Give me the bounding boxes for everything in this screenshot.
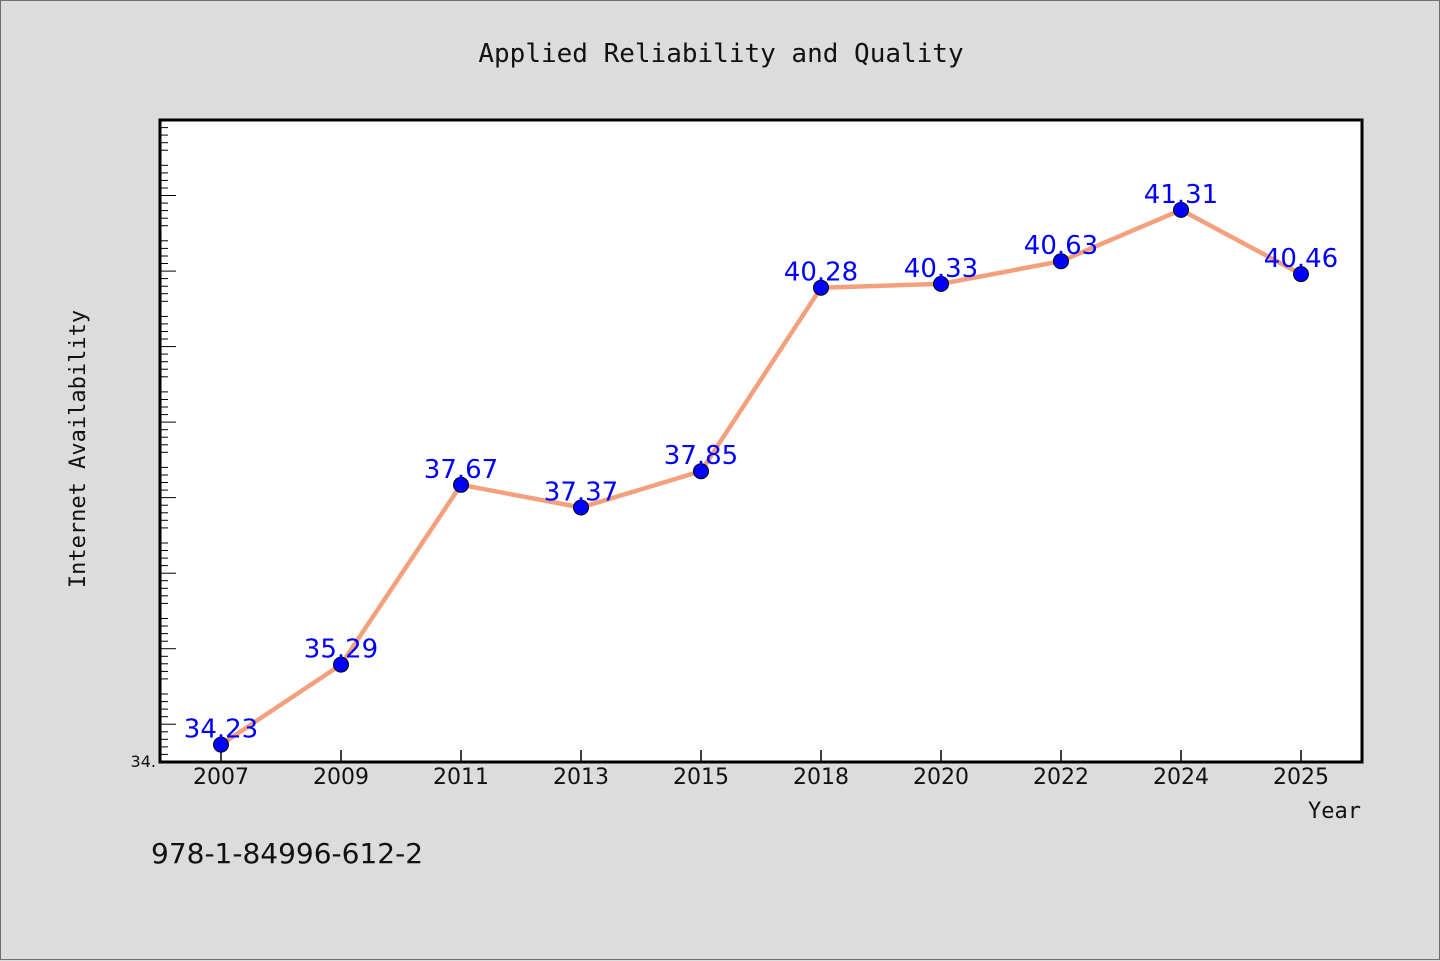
series-line [219, 207, 1303, 747]
x-tick-label: 2007 [193, 765, 249, 790]
data-label: 35.29 [304, 635, 378, 665]
x-axis-ticks [220, 750, 1302, 762]
series-markers [213, 201, 1309, 753]
x-tick-label: 2009 [313, 765, 369, 790]
data-point [813, 279, 829, 296]
y-axis-title: Internet Availability [66, 310, 91, 588]
data-point [933, 275, 949, 292]
data-point [1053, 253, 1069, 270]
x-tick-label: 2025 [1273, 765, 1329, 790]
data-label: 40.28 [784, 258, 858, 288]
x-tick-label: 2015 [673, 765, 729, 790]
data-point [693, 463, 709, 480]
y-axis-min-label: 34. [131, 752, 156, 771]
data-labels: 34.23 35.29 37.67 37.37 37.85 40.28 40.33 40.63… [184, 180, 1338, 745]
x-tick-label: 2013 [553, 765, 609, 790]
data-label: 37.37 [544, 478, 618, 508]
data-point [573, 499, 589, 516]
x-axis-tick-labels: 2007 2009 2011 2013 2015 2018 2020 2022 2024 2025 [193, 765, 1329, 790]
data-point [333, 656, 349, 673]
chart-title: Applied Reliability and Quality [478, 39, 963, 69]
data-point [213, 736, 229, 753]
x-tick-label: 2024 [1153, 765, 1209, 790]
x-axis-title: Year [1308, 799, 1361, 824]
x-tick-label: 2018 [793, 765, 849, 790]
y-axis-ticks [160, 127, 176, 755]
data-label: 40.63 [1024, 231, 1098, 261]
data-label: 37.85 [664, 441, 738, 471]
x-tick-label: 2022 [1033, 765, 1089, 790]
series-line-group [219, 207, 1303, 747]
data-label: 40.33 [904, 254, 978, 284]
isbn-text: 978-1-84996-612-2 [151, 837, 423, 870]
data-point [1293, 266, 1309, 283]
data-label: 34.23 [184, 715, 258, 745]
data-label: 41.31 [1144, 180, 1218, 210]
data-label: 37.67 [424, 455, 498, 485]
data-point [453, 476, 469, 493]
plot-area [158, 118, 1364, 764]
x-tick-label: 2020 [913, 765, 969, 790]
data-label: 40.46 [1264, 244, 1338, 274]
x-tick-label: 2011 [433, 765, 489, 790]
data-point [1173, 201, 1189, 218]
